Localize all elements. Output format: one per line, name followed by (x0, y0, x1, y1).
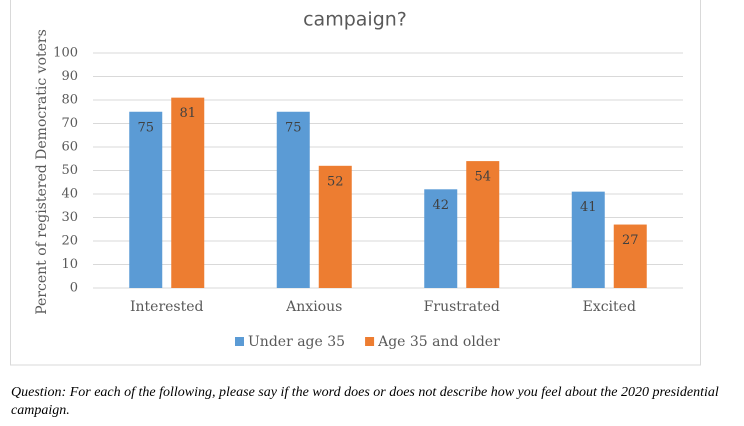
y-tick-label: 30 (61, 210, 78, 225)
chart-title: campaign? (303, 9, 407, 31)
legend-swatch (365, 337, 375, 346)
y-tick-label: 40 (61, 187, 78, 202)
chart: campaign? Percent of registered Democrat… (10, 0, 701, 366)
y-tick-label: 60 (61, 140, 78, 155)
y-tick-label: 50 (61, 163, 78, 178)
value-label: 81 (179, 106, 196, 121)
value-label: 52 (327, 174, 344, 189)
bar (613, 224, 647, 288)
bar (129, 111, 163, 288)
bar (571, 191, 605, 288)
y-tick-label: 70 (61, 116, 78, 131)
legend-label: Under age 35 (248, 334, 345, 350)
y-tick-label: 90 (61, 69, 78, 84)
value-label: 54 (474, 170, 491, 185)
x-tick-label: Frustrated (424, 299, 500, 315)
bar (171, 97, 205, 289)
x-tick-label: Anxious (285, 299, 342, 315)
y-tick-label: 20 (61, 234, 78, 249)
y-tick-label: 80 (61, 93, 78, 108)
legend-swatch (235, 337, 244, 346)
chart-frame (10, 0, 701, 366)
bar (424, 189, 458, 288)
bar (466, 161, 500, 288)
value-label: 75 (285, 120, 302, 135)
y-tick-label: 100 (53, 46, 78, 61)
x-tick-label: Interested (130, 299, 204, 315)
bar (276, 111, 310, 288)
footnote: Question: For each of the following, ple… (11, 385, 719, 418)
y-tick-label: 0 (70, 281, 78, 296)
y-tick-label: 10 (61, 257, 78, 272)
y-axis-label: Percent of registered Democratic voters (34, 29, 50, 315)
legend-label: Age 35 and older (377, 334, 500, 350)
x-tick-label: Excited (583, 299, 636, 315)
value-label: 42 (432, 198, 449, 213)
bar (318, 165, 352, 288)
value-label: 27 (622, 233, 639, 248)
value-label: 41 (580, 200, 597, 215)
value-label: 75 (137, 120, 154, 135)
